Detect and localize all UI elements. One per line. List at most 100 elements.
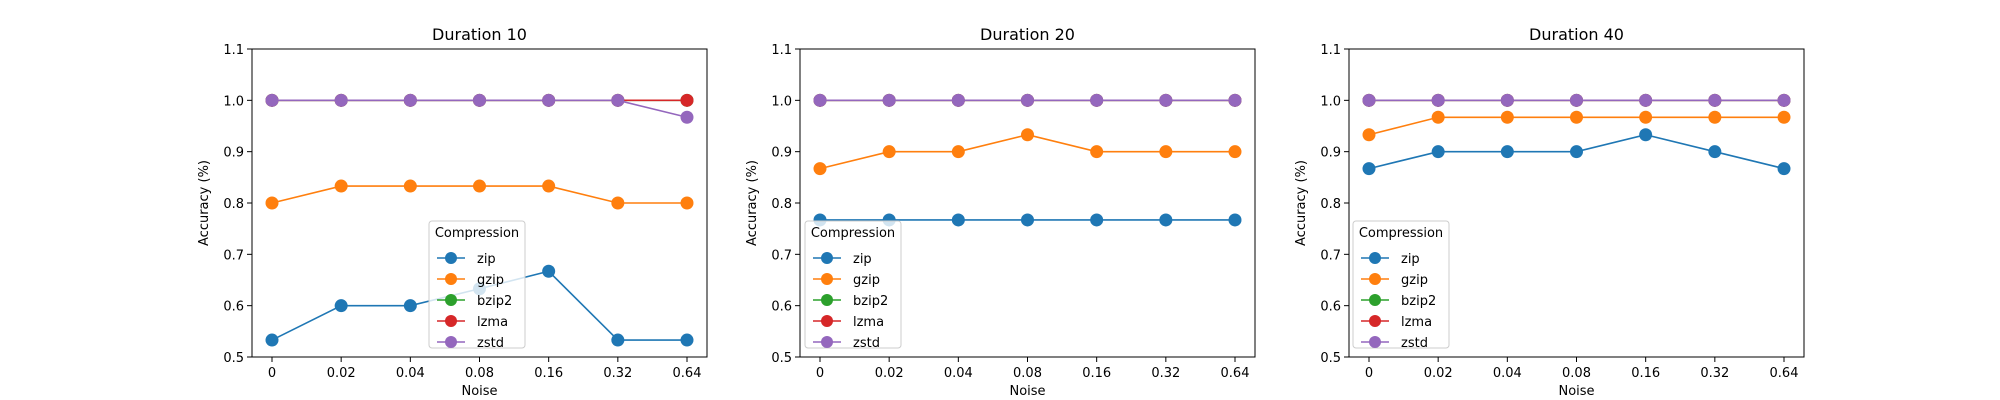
- y-tick-label: 0.6: [1320, 300, 1341, 315]
- data-point-gzip: [1090, 145, 1104, 159]
- data-point-gzip: [813, 162, 827, 176]
- legend-marker-gzip: [821, 273, 833, 285]
- x-tick-label: 0.04: [944, 366, 973, 381]
- legend-marker-zstd: [445, 336, 457, 348]
- x-tick-label: 0.32: [603, 366, 632, 381]
- x-tick-label: 0.08: [1562, 366, 1591, 381]
- y-tick-label: 0.5: [223, 351, 244, 366]
- y-axis-label: Accuracy (%): [1294, 160, 1309, 246]
- data-point-gzip: [403, 179, 417, 193]
- x-tick-label: 0.16: [1082, 366, 1111, 381]
- data-point-zstd: [473, 93, 486, 107]
- y-tick-label: 0.5: [771, 351, 792, 366]
- legend-label-gzip: gzip: [477, 273, 504, 288]
- legend-marker-bzip2: [1369, 294, 1381, 306]
- x-tick-label: 0.02: [875, 366, 904, 381]
- data-point-gzip: [265, 196, 279, 210]
- chart-panel-1: Duration 10 0.5 0.6 0.7 0.8 0.9 1.0 1.1 0 0.02 0.0…: [197, 25, 708, 399]
- data-point-gzip: [334, 179, 348, 193]
- y-tick-label: 0.6: [223, 300, 244, 315]
- y-tick-label: 1.0: [771, 94, 792, 109]
- legend-marker-gzip: [1369, 273, 1381, 285]
- y-tick-label: 1.0: [223, 94, 244, 109]
- y-tick-label: 0.5: [1320, 351, 1341, 366]
- x-axis-label: Noise: [1009, 384, 1045, 399]
- data-point-zip: [1639, 128, 1653, 142]
- x-tick-label: 0.04: [396, 366, 425, 381]
- y-tick-label: 0.7: [223, 248, 244, 263]
- y-axis-label: Accuracy (%): [197, 160, 212, 246]
- data-point-zip: [1431, 145, 1445, 159]
- data-point-zstd: [542, 93, 556, 107]
- data-point-zstd: [403, 93, 417, 107]
- y-tick-label: 1.1: [223, 43, 244, 58]
- data-point-lzma: [680, 93, 694, 107]
- data-point-zstd: [1362, 93, 1376, 107]
- y-tick-label: 0.8: [223, 197, 244, 212]
- data-point-zip: [1708, 145, 1722, 159]
- chart-title: Duration 40: [1529, 25, 1624, 44]
- legend-label-gzip: gzip: [1401, 273, 1428, 288]
- data-point-zstd: [1708, 93, 1722, 107]
- legend: Compression zip gzip bzip2 lzma zstd: [1352, 220, 1450, 351]
- y-tick-label: 0.9: [771, 146, 792, 161]
- legend-label-lzma: lzma: [853, 315, 884, 330]
- legend-marker-bzip2: [821, 294, 833, 306]
- x-tick-label: 0.32: [1700, 366, 1729, 381]
- y-tick-label: 1.1: [1320, 43, 1341, 58]
- data-point-zip: [1159, 213, 1173, 227]
- data-point-zstd: [1431, 93, 1445, 107]
- x-tick-label: 0.02: [1424, 366, 1453, 381]
- data-point-gzip: [1431, 110, 1445, 124]
- data-point-gzip: [1708, 110, 1722, 124]
- data-point-gzip: [611, 196, 625, 210]
- x-tick-label: 0.16: [1631, 366, 1660, 381]
- data-point-gzip: [542, 179, 556, 193]
- legend-label-bzip2: bzip2: [853, 294, 888, 309]
- legend: Compression zip gzip bzip2 lzma zstd: [804, 220, 902, 351]
- legend-marker-lzma: [821, 315, 833, 327]
- x-tick-label: 0: [268, 366, 276, 381]
- data-point-gzip: [951, 145, 965, 159]
- data-point-zip: [265, 333, 279, 347]
- x-axis-label: Noise: [1558, 384, 1594, 399]
- data-point-zstd: [611, 93, 625, 107]
- data-point-gzip: [1228, 145, 1242, 159]
- legend-marker-bzip2: [445, 294, 457, 306]
- data-point-zstd: [1090, 93, 1104, 107]
- data-point-zip: [680, 333, 694, 347]
- x-tick-label: 0.64: [673, 366, 702, 381]
- legend-marker-lzma: [1369, 315, 1381, 327]
- data-point-gzip: [1159, 145, 1173, 159]
- chart-panel-2: Duration 20 0.5 0.6 0.7 0.8 0.9 1.0 1.1 0 0.02 0.0…: [745, 25, 1256, 399]
- data-point-zstd: [1570, 93, 1583, 107]
- legend-label-bzip2: bzip2: [477, 294, 512, 309]
- data-point-zstd: [813, 93, 827, 107]
- legend-label-gzip: gzip: [853, 273, 880, 288]
- data-point-zstd: [951, 93, 965, 107]
- data-point-gzip: [882, 145, 896, 159]
- y-tick-label: 0.9: [1320, 146, 1341, 161]
- data-point-gzip: [1500, 110, 1514, 124]
- data-point-zstd: [1228, 93, 1242, 107]
- y-tick-label: 0.9: [223, 146, 244, 161]
- plot-frame: [1348, 48, 1805, 358]
- legend-label-zstd: zstd: [477, 336, 504, 351]
- data-point-zip: [1362, 162, 1376, 176]
- x-tick-label: 0.02: [327, 366, 356, 381]
- data-point-zstd: [1777, 93, 1791, 107]
- y-tick-label: 1.0: [1320, 94, 1341, 109]
- x-axis-label: Noise: [461, 384, 497, 399]
- x-tick-label: 0.64: [1221, 366, 1250, 381]
- x-tick-label: 0.08: [465, 366, 494, 381]
- data-point-zstd: [680, 110, 694, 124]
- y-tick-label: 0.7: [1320, 248, 1341, 263]
- legend-label-bzip2: bzip2: [1401, 294, 1436, 309]
- legend-marker-zip: [1369, 252, 1381, 264]
- x-tick-label: 0.32: [1151, 366, 1180, 381]
- data-point-zip: [1090, 213, 1104, 227]
- legend: Compression zip gzip bzip2 lzma zstd: [428, 220, 526, 351]
- legend-title: Compression: [811, 226, 895, 241]
- legend-label-zstd: zstd: [1401, 336, 1428, 351]
